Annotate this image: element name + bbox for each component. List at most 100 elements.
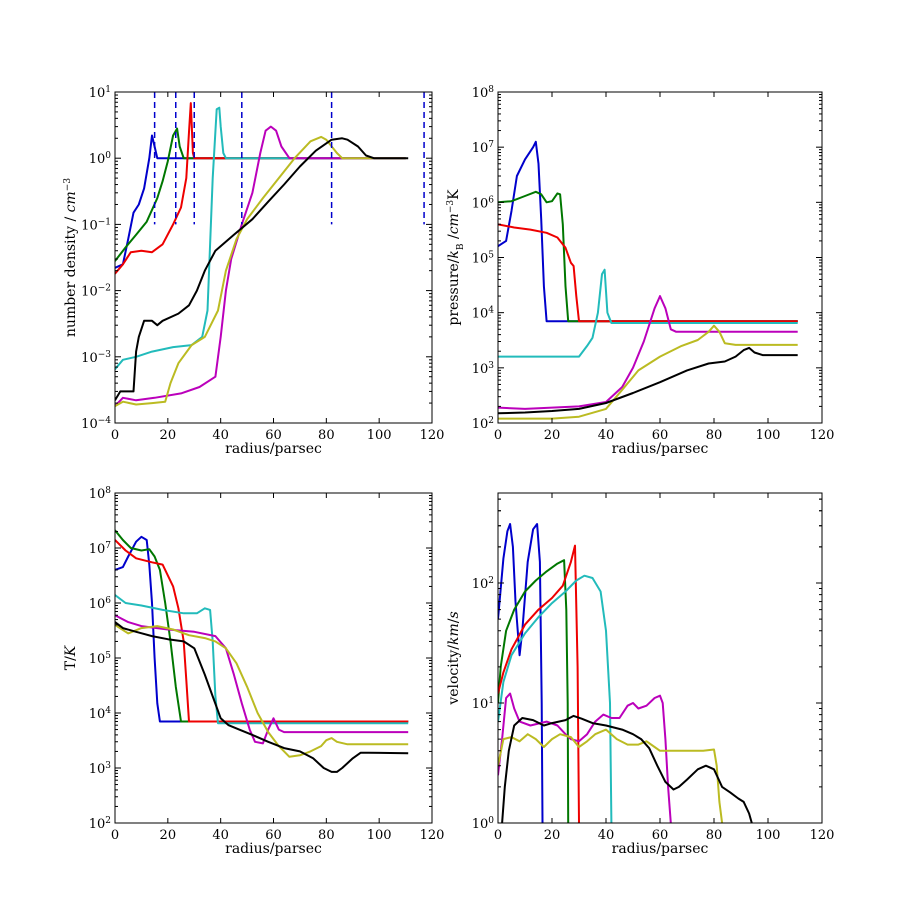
x-tick-label: 20 [544,828,561,843]
y-tick-exp: 2 [105,816,111,826]
x-tick-label: 100 [756,828,781,843]
x-tick-label: 100 [367,428,392,443]
y-tick-exp: 3 [105,761,111,771]
y-tick-exp: 6 [105,596,111,606]
y-tick-base: 10 [472,362,489,377]
y-tick-label: 101 [472,696,494,712]
series-line-magenta [498,295,798,410]
y-tick-label: 101 [89,85,111,101]
x-tick-label: 100 [367,828,392,843]
y-axis-label-part: T/ [63,656,79,670]
x-axis-label: radius/parsec [612,441,709,457]
x-tick-label: 80 [318,828,335,843]
panel-density: 0 20 40 60 80 100 12010−410−310−210−1100101rad… [63,85,444,457]
y-axis-label: number density / cm−3 [63,178,79,337]
y-tick-label: 100 [472,816,495,832]
series-line-cyan [498,574,613,823]
y-tick-base: 10 [89,542,106,557]
series-line-black [501,714,753,823]
axes-frame [497,492,823,824]
y-axis-label-part: K [63,644,79,657]
y-axis-label-part: K [446,189,462,200]
panel-pressure: 0 20 40 60 80 100 120102103104105106107108radi… [446,85,834,457]
y-tick-base: 10 [89,817,106,832]
y-tick-base: 10 [89,707,106,722]
x-tick-label: 80 [318,428,335,443]
y-tick-label: 106 [472,195,495,211]
y-tick-label: 100 [89,151,112,167]
y-axis-label: velocity/km/s [446,611,462,705]
y-tick-label: 102 [472,416,494,432]
x-axis-label: radius/parsec [225,441,322,457]
y-tick-base: 10 [89,597,106,612]
x-tick-label: 60 [652,428,669,443]
y-tick-base: 10 [472,577,489,592]
x-tick-label: 60 [652,828,669,843]
x-tick-label: 120 [420,828,445,843]
series-line-yellow [498,728,724,823]
series-line-black [115,137,409,401]
y-axis-label: T/K [63,644,79,670]
y-axis-label-part: cm [446,213,462,234]
x-tick-label: 40 [212,428,229,443]
y-tick-exp: 3 [488,361,494,371]
y-axis-label-part: / [446,618,462,623]
series-line-yellow [498,324,798,420]
y-tick-base: 10 [81,417,98,432]
series-line-cyan [115,594,409,725]
series-group [115,529,409,773]
y-axis-label-part: pressure/ [446,258,462,325]
series-line-magenta [498,692,672,823]
series-line-green [498,559,570,823]
series-group [498,140,798,420]
x-tick-label: 80 [706,828,723,843]
y-tick-base: 10 [89,152,106,167]
x-tick-label: 0 [111,428,119,443]
x-tick-label: 120 [420,428,445,443]
y-axis-label: pressure/kB /cm−3K [446,189,466,326]
y-axis-label-part: k [446,250,462,258]
series-line-red [498,223,798,323]
y-tick-base: 10 [472,141,489,156]
panel-velocity: 0 20 40 60 80 100 120100101102radius/parsecvel… [446,492,835,857]
y-axis-label-part: B [456,243,466,250]
y-axis-label-part: / [446,234,462,243]
series-line-magenta [115,614,409,745]
y-tick-exp: 4 [488,306,494,316]
x-tick-label: 120 [810,428,835,443]
y-tick-base: 10 [472,196,489,211]
y-tick-label: 103 [89,761,112,777]
y-tick-exp: 6 [488,195,494,205]
y-tick-exp: 5 [105,651,111,661]
series-line-red [115,539,409,723]
series-line-magenta [115,125,406,407]
y-axis-label-part: number density / [63,212,79,337]
y-tick-label: 103 [472,361,495,377]
x-tick-label: 40 [598,428,615,443]
x-tick-label: 0 [494,828,502,843]
y-tick-base: 10 [89,487,106,502]
y-tick-base: 10 [89,86,106,101]
x-tick-label: 120 [810,828,835,843]
x-tick-label: 100 [756,428,781,443]
y-tick-base: 10 [472,307,489,322]
y-tick-exp: 2 [488,576,494,586]
series-line-black [498,346,798,415]
series-line-blue [498,140,798,323]
series-line-yellow [115,135,406,407]
series-line-black [115,621,409,773]
y-tick-base: 10 [472,697,489,712]
y-tick-base: 10 [81,351,98,366]
y-tick-base: 10 [81,285,98,300]
y-tick-exp: 4 [105,706,111,716]
y-tick-base: 10 [89,652,106,667]
y-tick-exp: 7 [105,541,111,551]
y-tick-exp: −2 [98,284,111,294]
y-tick-label: 10−1 [81,217,111,233]
x-tick-label: 20 [544,428,561,443]
y-tick-exp: 8 [105,486,111,496]
y-tick-label: 102 [472,576,494,592]
y-axis-label-part: −3 [446,200,456,214]
x-axis-label: radius/parsec [225,841,322,857]
